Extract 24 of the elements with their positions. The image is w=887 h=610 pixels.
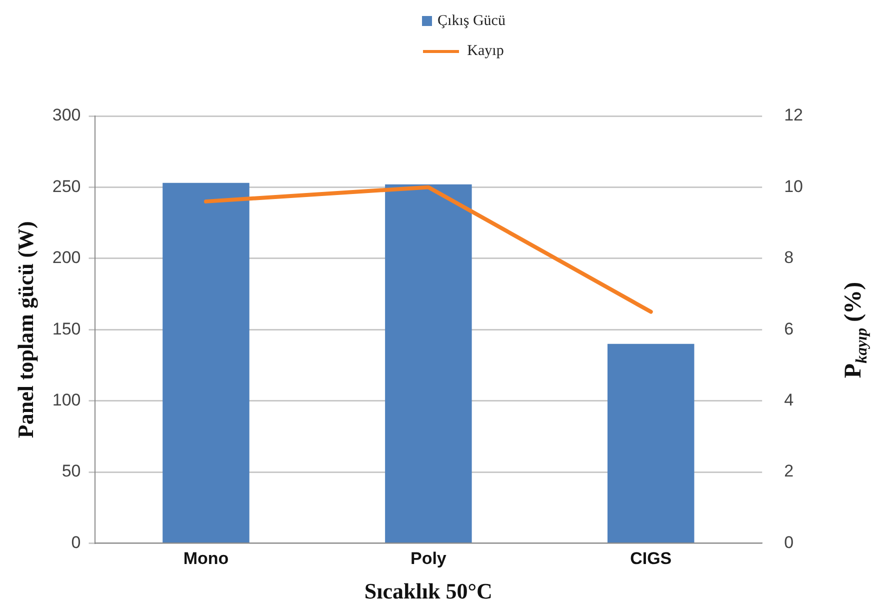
y-tick-label: 150 [52,319,81,338]
y2-tick-label: 0 [784,532,794,552]
legend-label: Çıkış Gücü [438,12,506,30]
bar [607,344,694,542]
y2-tick-label: 12 [784,106,804,125]
y-tick-label: 300 [52,106,81,125]
y-tick-label: 250 [52,176,81,196]
y2-tick-label: 4 [784,390,794,410]
y-tick-label: 100 [52,390,81,410]
bar [162,182,250,542]
legend-label: Kayıp [467,42,504,60]
y2-tick-label: 6 [784,319,794,338]
y-tick-label: 0 [71,532,81,552]
y2-tick-label: 2 [784,462,794,481]
x-tick-label: Mono [183,549,229,568]
bar [385,184,472,542]
y-tick-label: 200 [52,248,81,268]
y-tick-label: 50 [62,462,81,481]
x-tick-label: CIGS [630,549,672,568]
y2-tick-label: 10 [784,176,804,196]
y-axis-title: Panel toplam gücü (W) [12,221,38,438]
x-tick-label: Poly [410,549,447,568]
y2-tick-label: 8 [784,248,794,268]
x-axis-title: Sıcaklık 50°C [364,578,492,604]
